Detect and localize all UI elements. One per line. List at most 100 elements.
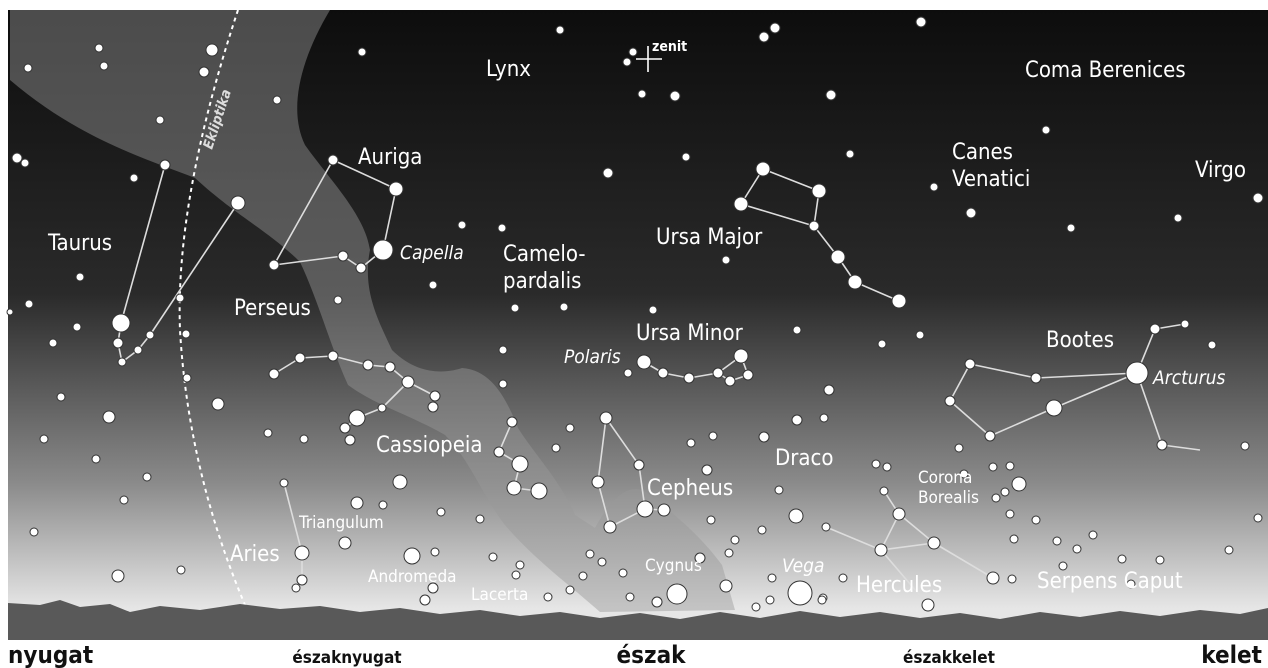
star bbox=[657, 503, 671, 517]
star bbox=[263, 428, 273, 438]
star bbox=[927, 536, 941, 550]
star bbox=[984, 430, 996, 442]
star bbox=[591, 475, 605, 489]
star bbox=[821, 522, 831, 532]
star bbox=[633, 459, 645, 471]
star bbox=[20, 158, 30, 168]
star bbox=[1253, 513, 1263, 523]
constellation-label: Aries bbox=[230, 542, 280, 567]
star bbox=[758, 431, 770, 443]
star bbox=[29, 527, 39, 537]
star bbox=[694, 552, 706, 564]
star bbox=[1252, 192, 1264, 204]
star bbox=[758, 31, 770, 43]
constellation-line bbox=[898, 513, 935, 544]
star bbox=[944, 395, 956, 407]
star bbox=[111, 569, 125, 583]
star bbox=[296, 574, 308, 586]
star bbox=[350, 496, 364, 510]
star bbox=[294, 545, 310, 561]
star bbox=[882, 462, 892, 472]
star bbox=[755, 161, 771, 177]
star bbox=[11, 152, 23, 164]
constellation-line bbox=[1053, 372, 1138, 409]
star bbox=[119, 495, 129, 505]
direction-label: északnyugat bbox=[292, 648, 401, 668]
star bbox=[1207, 340, 1217, 350]
star bbox=[599, 411, 613, 425]
star bbox=[1052, 536, 1062, 546]
constellation-label: Cygnus bbox=[645, 556, 702, 576]
constellation-line bbox=[597, 417, 607, 483]
star bbox=[636, 354, 652, 370]
constellation-line bbox=[273, 255, 344, 266]
star bbox=[1007, 574, 1017, 584]
constellation-label: pardalis bbox=[503, 269, 581, 294]
sky bbox=[8, 10, 1268, 640]
constellation-line bbox=[1035, 372, 1138, 379]
star bbox=[230, 195, 246, 211]
star bbox=[344, 434, 356, 446]
constellation-line bbox=[740, 203, 815, 227]
star bbox=[622, 57, 632, 67]
star bbox=[602, 167, 614, 179]
star bbox=[986, 571, 1000, 585]
star bbox=[129, 173, 139, 183]
star bbox=[724, 375, 736, 387]
star bbox=[94, 43, 104, 53]
star bbox=[565, 423, 575, 433]
star bbox=[198, 66, 210, 78]
star bbox=[429, 390, 441, 402]
star bbox=[817, 595, 827, 605]
star bbox=[176, 565, 186, 575]
star bbox=[181, 329, 191, 339]
star bbox=[91, 454, 101, 464]
star bbox=[706, 515, 716, 525]
star bbox=[1031, 515, 1041, 525]
star-label: Arcturus bbox=[1152, 367, 1226, 389]
star bbox=[355, 262, 367, 274]
constellation-line bbox=[880, 542, 935, 551]
constellation-line bbox=[149, 202, 239, 336]
star bbox=[6, 308, 14, 316]
constellation-label: Andromeda bbox=[368, 567, 457, 587]
constellation-line bbox=[880, 549, 929, 606]
direction-label: északkelet bbox=[903, 648, 995, 668]
star bbox=[929, 182, 939, 192]
star bbox=[511, 570, 521, 580]
star bbox=[510, 303, 520, 313]
constellation-line bbox=[880, 513, 900, 551]
star bbox=[666, 583, 688, 605]
star bbox=[327, 350, 339, 362]
star bbox=[964, 358, 976, 370]
star bbox=[559, 302, 569, 312]
star bbox=[299, 434, 309, 444]
star bbox=[1180, 319, 1190, 329]
star bbox=[651, 596, 663, 608]
star bbox=[791, 414, 803, 426]
star bbox=[279, 478, 289, 488]
constellation-line bbox=[933, 542, 994, 579]
star bbox=[475, 514, 485, 524]
star bbox=[874, 543, 888, 557]
star bbox=[436, 507, 446, 517]
star bbox=[111, 313, 131, 333]
star bbox=[879, 486, 889, 496]
star bbox=[427, 401, 439, 413]
constellation-line bbox=[332, 355, 369, 366]
star bbox=[175, 293, 185, 303]
star bbox=[337, 250, 349, 262]
ground-strip bbox=[0, 640, 1268, 668]
star bbox=[155, 115, 165, 125]
direction-label: nyugat bbox=[8, 641, 93, 668]
constellation-line bbox=[120, 164, 166, 324]
star bbox=[211, 397, 225, 411]
star bbox=[988, 462, 998, 472]
constellation-line bbox=[273, 159, 334, 266]
constellation-line bbox=[283, 482, 303, 554]
star bbox=[597, 557, 607, 567]
constellation-line bbox=[1136, 372, 1163, 446]
constellation-label: Cepheus bbox=[647, 476, 733, 501]
constellation-label: Ursa Minor bbox=[636, 321, 744, 346]
